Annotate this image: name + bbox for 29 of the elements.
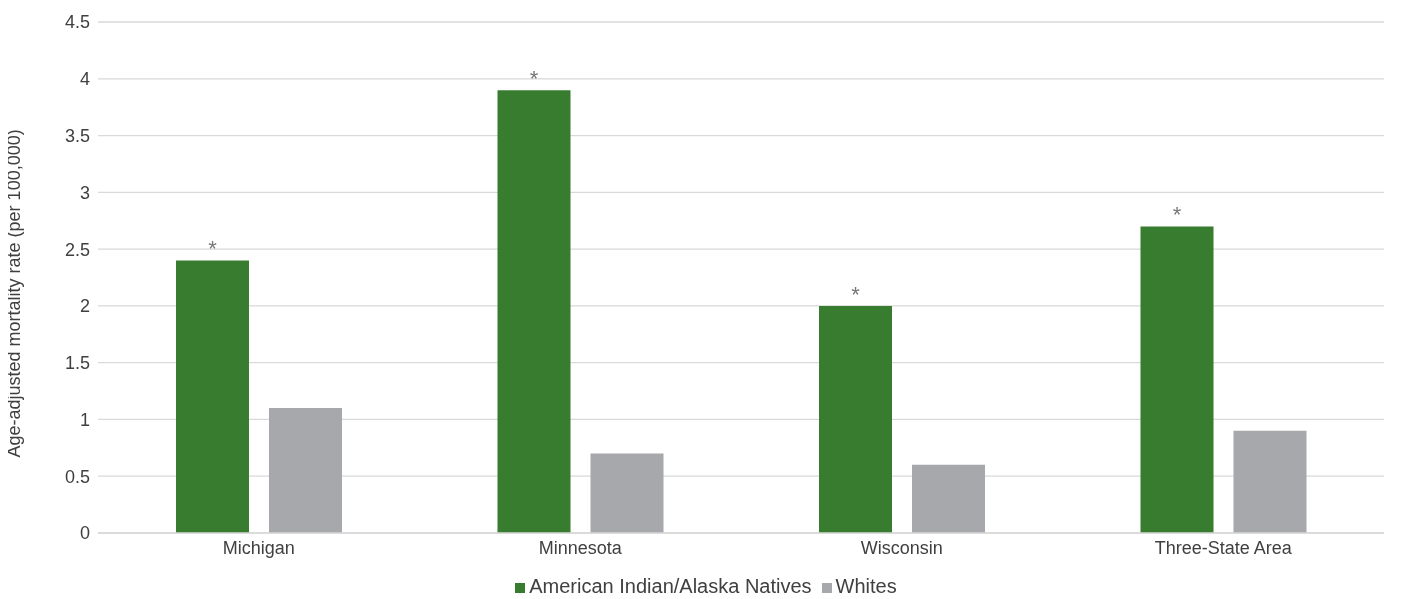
annotation: * (529, 66, 539, 92)
y-tick-label: 0.5 (64, 466, 90, 487)
y-tick-label: 2.5 (64, 239, 90, 260)
y-tick-label: 4 (79, 69, 90, 90)
x-tick-label: Three-State Area (1154, 537, 1293, 558)
bar (912, 464, 985, 533)
bar (819, 305, 892, 533)
annotation: * (208, 236, 218, 262)
y-tick-label: 1 (79, 409, 90, 430)
annotation: * (1172, 202, 1182, 228)
y-tick-label: 0 (79, 523, 90, 544)
annotation: * (851, 281, 861, 307)
bar (1140, 226, 1214, 533)
x-tick-label: Michigan (222, 537, 295, 558)
x-tick-label: Wisconsin (860, 537, 943, 558)
y-tick-label: 3 (79, 182, 90, 203)
y-tick-label: 1.5 (64, 353, 90, 374)
x-tick-label: Minnesota (538, 537, 623, 558)
bar (269, 408, 342, 533)
y-axis-title: Age-adjusted mortality rate (per 100,000) (4, 129, 25, 458)
bar (590, 453, 664, 533)
y-tick-label: 4.5 (64, 12, 90, 33)
y-tick-label: 3.5 (64, 125, 90, 146)
y-tick-label: 2 (79, 296, 90, 317)
legend-label: American Indian/Alaska Natives (529, 575, 812, 597)
bar (176, 260, 249, 533)
bar (497, 90, 571, 533)
legend-label: Whites (835, 575, 897, 597)
bar (1233, 430, 1307, 533)
